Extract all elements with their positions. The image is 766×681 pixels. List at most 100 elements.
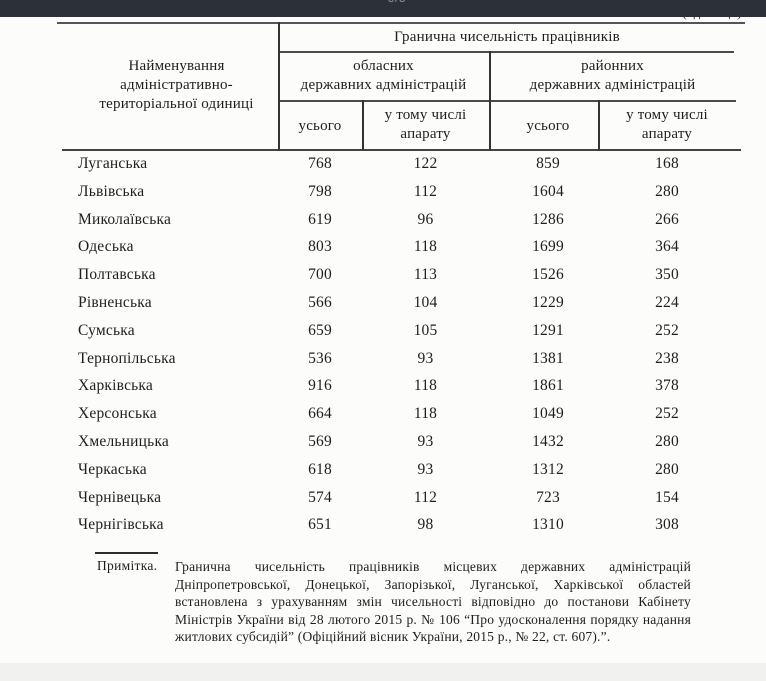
region-name: Херсонська (78, 405, 157, 423)
note-overline (95, 552, 158, 554)
region-name: Львівська (78, 182, 145, 200)
value-cell: 224 (655, 293, 679, 311)
region-name: Полтавська (78, 266, 156, 284)
value-cell: 96 (417, 210, 434, 228)
value-cell: 266 (655, 210, 679, 228)
header-apparatus-oblast: у тому числі апарату (384, 107, 467, 142)
column-divider (489, 51, 491, 150)
table-top-rule (57, 22, 745, 24)
value-cell: 104 (413, 293, 438, 311)
value-cell: 118 (413, 238, 438, 256)
value-cell: 105 (413, 321, 438, 339)
header-total-raion: усього (526, 118, 570, 134)
table-row: Черкаська 618 93 1312 280 (0, 458, 766, 486)
value-cell: 238 (655, 349, 679, 367)
value-cell: 1291 (532, 321, 564, 339)
column-divider (598, 100, 600, 150)
table-row: Херсонська 664 118 1049 252 (0, 402, 766, 430)
value-cell: 651 (308, 516, 332, 534)
value-cell: 1699 (532, 238, 564, 256)
group-header-rule (278, 51, 734, 53)
value-cell: 364 (655, 238, 679, 256)
value-cell: 859 (536, 155, 560, 172)
value-cell: 803 (308, 238, 332, 256)
note-text: Гранична чисельність працівників місцеви… (175, 559, 691, 644)
table-row: Тернопільська 536 93 1381 238 (0, 347, 766, 375)
value-cell: 118 (413, 405, 438, 423)
table-body: Луганська 768 122 859 168 Львівська 798 112 1604… (0, 152, 766, 541)
table-row: Чернігівська 651 98 1310 308 (0, 513, 766, 541)
value-cell: 118 (413, 377, 438, 395)
page-indicator-fragment: 3/3 (388, 0, 406, 5)
value-cell: 93 (417, 432, 434, 450)
table-row: Львівська 798 112 1604 280 (0, 180, 766, 208)
region-name: Тернопільська (78, 349, 176, 367)
region-name: Чернівецька (78, 488, 162, 506)
value-cell: 798 (308, 182, 332, 200)
table-row: Харківська 916 118 1861 378 (0, 374, 766, 402)
note-label: Примітка. (97, 558, 158, 573)
table-row: Хмельницька 569 93 1432 280 (0, 430, 766, 458)
value-cell: 350 (655, 266, 679, 284)
value-cell: 1861 (532, 377, 564, 395)
value-cell: 1310 (532, 516, 564, 534)
region-name: Харківська (78, 377, 154, 395)
value-cell: 280 (655, 432, 679, 450)
value-cell: 280 (655, 460, 679, 478)
value-cell: 98 (417, 516, 434, 534)
region-name: Сумська (78, 321, 135, 339)
value-cell: 1604 (532, 182, 564, 200)
value-cell: 1312 (532, 460, 564, 478)
value-cell: 154 (655, 488, 679, 506)
header-apparatus-raion: у тому числі апарату (626, 107, 708, 142)
table-row: Одеська 803 118 1699 364 (0, 235, 766, 263)
column-divider (278, 22, 280, 150)
value-cell: 113 (413, 266, 438, 284)
header-group: Гранична чисельність працівників (394, 29, 620, 45)
value-cell: 659 (308, 321, 332, 339)
table-row: Полтавська 700 113 1526 350 (0, 263, 766, 291)
table-row: Миколаївська 619 96 1286 266 (0, 208, 766, 236)
value-cell: 1381 (532, 349, 564, 367)
region-name: Миколаївська (78, 210, 172, 228)
value-cell: 916 (308, 377, 332, 395)
value-cell: 1049 (532, 405, 564, 423)
region-name: Рівненська (78, 293, 152, 311)
value-cell: 378 (655, 377, 679, 395)
value-cell: 569 (308, 432, 332, 450)
table-row: Чернівецька 574 112 723 154 (0, 486, 766, 514)
value-cell: 308 (655, 516, 679, 534)
value-cell: 618 (308, 460, 332, 478)
header-unit-name: Найменування адміністративно- територіал… (99, 58, 254, 112)
value-cell: 1432 (532, 432, 564, 450)
column-divider (362, 100, 364, 150)
value-cell: 1286 (532, 210, 564, 228)
scanner-top-bar: 3/3 (0, 0, 766, 17)
value-cell: 664 (308, 405, 332, 423)
value-cell: 574 (308, 488, 332, 506)
value-cell: 700 (308, 266, 332, 284)
table-row: Сумська 659 105 1291 252 (0, 319, 766, 347)
value-cell: 768 (308, 155, 332, 172)
header-raion-group: районних державних адміністрацій (529, 58, 696, 93)
value-cell: 168 (655, 155, 679, 172)
value-cell: 252 (655, 321, 679, 339)
table-row: Рівненська 566 104 1229 224 (0, 291, 766, 319)
region-name: Черкаська (78, 460, 147, 478)
region-name: Одеська (78, 238, 134, 256)
scan-shading (0, 663, 766, 681)
value-cell: 93 (417, 460, 434, 478)
region-name: Луганська (78, 155, 148, 172)
header-oblast-group: обласних державних адміністрацій (300, 58, 467, 93)
subgroup-header-rule (278, 100, 736, 102)
table-row: Луганська 768 122 859 168 (0, 152, 766, 180)
value-cell: 280 (655, 182, 679, 200)
region-name: Чернігівська (78, 516, 164, 534)
header-bottom-rule (62, 149, 741, 151)
value-cell: 93 (417, 349, 434, 367)
value-cell: 723 (536, 488, 560, 506)
value-cell: 619 (308, 210, 332, 228)
header-total-oblast: усього (298, 118, 342, 134)
value-cell: 1229 (532, 293, 564, 311)
